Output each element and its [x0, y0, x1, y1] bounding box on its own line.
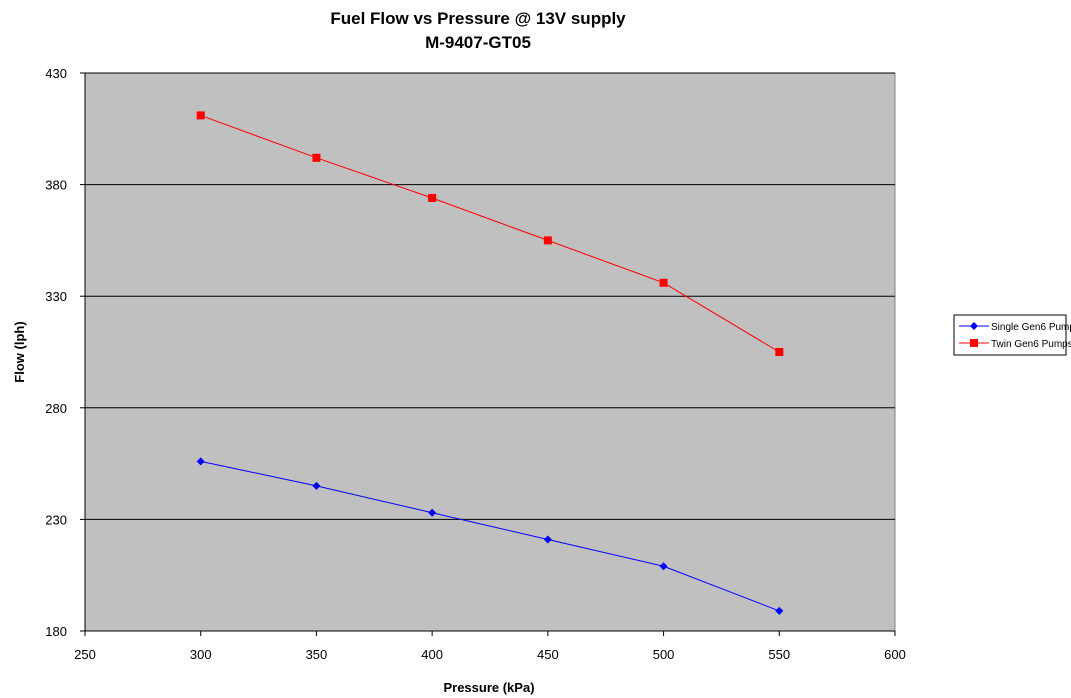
data-point [312, 481, 321, 490]
series-line [200, 460, 780, 612]
x-tick-label: 350 [306, 647, 328, 662]
x-tick-label: 450 [537, 647, 559, 662]
chart-subtitle: M-9407-GT05 [425, 33, 531, 52]
data-point [543, 236, 552, 245]
legend-label: Single Gen6 Pump [991, 322, 1071, 333]
legend-item: Twin Gen6 Pumps [959, 339, 1071, 350]
data-point [659, 562, 668, 571]
x-axis-title: Pressure (kPa) [443, 680, 534, 695]
x-tick-label: 500 [653, 647, 675, 662]
series-1 [196, 457, 784, 615]
y-axis-title: Flow (lph) [12, 321, 27, 382]
plot-area [84, 72, 896, 632]
series-line [200, 114, 780, 353]
x-tick-label: 600 [884, 647, 906, 662]
data-point [775, 348, 784, 356]
y-tick-label: 330 [45, 289, 67, 304]
legend: Single Gen6 Pump Twin Gen6 Pumps [953, 314, 1071, 356]
x-tick-label: 250 [74, 647, 96, 662]
legend-label: Twin Gen6 Pumps [991, 339, 1071, 350]
x-tick-label: 400 [421, 647, 443, 662]
data-point [659, 278, 668, 287]
x-tick-label: 550 [768, 647, 790, 662]
data-point [312, 153, 321, 162]
x-tick-label: 300 [190, 647, 212, 662]
y-tick-label: 230 [45, 512, 67, 527]
y-tick-label: 280 [45, 401, 67, 416]
data-point [775, 606, 784, 615]
data-point [428, 193, 437, 202]
y-tick-label: 180 [45, 624, 67, 639]
y-tick-label: 430 [45, 66, 67, 81]
legend-marker [970, 339, 978, 347]
data-point [543, 535, 552, 544]
chart-title: Fuel Flow vs Pressure @ 13V supply [330, 9, 626, 28]
data-point [196, 457, 205, 466]
data-point [196, 111, 205, 120]
legend-box [953, 314, 1067, 356]
data-point [428, 508, 437, 517]
series-2 [196, 111, 784, 356]
legend-marker [970, 322, 978, 330]
y-tick-label: 380 [45, 178, 67, 193]
legend-item: Single Gen6 Pump [959, 322, 1071, 333]
